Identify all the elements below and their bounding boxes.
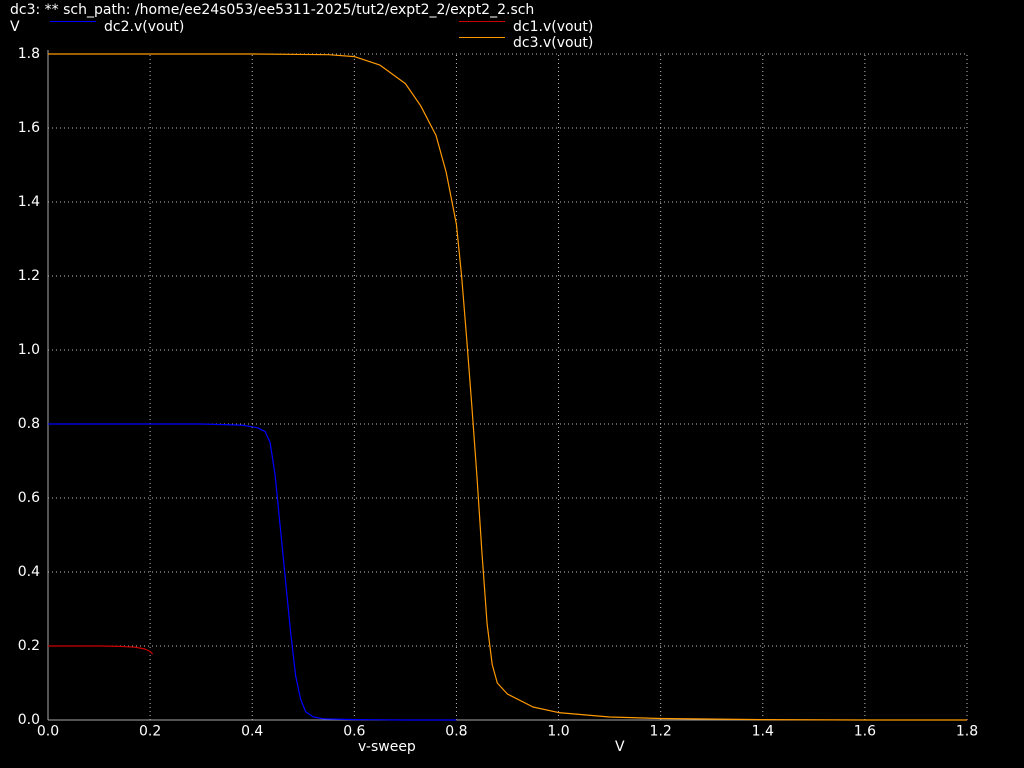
x-tick-label-2: 0.4	[241, 724, 263, 740]
ticks-layer: 0.0 0.2 0.4 0.6 0.8 1.0 1.2 1.4 1.6 1.8 0.0 0.2 0.4 0…	[18, 46, 978, 740]
x-axis-label: v-sweep	[358, 739, 416, 755]
legend-label-dc3: dc3.v(vout)	[513, 35, 594, 51]
legend-label-dc1: dc1.v(vout)	[513, 19, 594, 35]
legend-swatch-dc2	[50, 21, 96, 22]
x-tick-label-8: 1.6	[854, 724, 876, 740]
legend-swatch-dc1	[459, 21, 505, 22]
x-tick-label-4: 0.8	[445, 724, 467, 740]
series-line-dc1	[48, 645, 154, 655]
series-line-dc3	[48, 53, 967, 721]
x-axis-unit-label: V	[615, 739, 625, 755]
grid-layer	[48, 53, 968, 720]
x-tick-label-6: 1.2	[650, 724, 672, 740]
legend-entry-dc1: dc1.v(vout)	[459, 19, 593, 35]
y-tick-label-4: 0.8	[18, 416, 40, 432]
y-tick-label-5: 1.0	[18, 342, 40, 358]
series-line-dc2	[48, 423, 457, 721]
x-tick-label-0: 0.0	[37, 724, 59, 740]
y-tick-label-7: 1.4	[18, 194, 40, 210]
y-tick-label-0: 0.0	[18, 712, 40, 728]
series-layer	[48, 53, 967, 721]
axis-layer	[47, 50, 967, 721]
x-tick-label-5: 1.0	[547, 724, 569, 740]
y-tick-label-1: 0.2	[18, 638, 40, 654]
x-tick-label-9: 1.8	[956, 724, 978, 740]
x-tick-label-7: 1.4	[752, 724, 774, 740]
y-axis-unit-label: V	[10, 19, 20, 35]
legend-swatch-dc3	[459, 37, 505, 38]
legend-label-dc2: dc2.v(vout)	[104, 19, 185, 35]
y-tick-label-8: 1.6	[18, 120, 40, 136]
x-tick-label-1: 0.2	[139, 724, 161, 740]
y-tick-label-9: 1.8	[18, 46, 40, 62]
window-title: dc3: ** sch_path: /home/ee24s053/ee5311-…	[10, 2, 535, 18]
y-tick-label-6: 1.2	[18, 268, 40, 284]
y-tick-label-3: 0.6	[18, 490, 40, 506]
x-tick-label-3: 0.6	[343, 724, 365, 740]
legend-entry-dc2: dc2.v(vout)	[50, 19, 184, 35]
y-tick-label-2: 0.4	[18, 564, 40, 580]
legend-entry-dc3: dc3.v(vout)	[459, 35, 593, 51]
